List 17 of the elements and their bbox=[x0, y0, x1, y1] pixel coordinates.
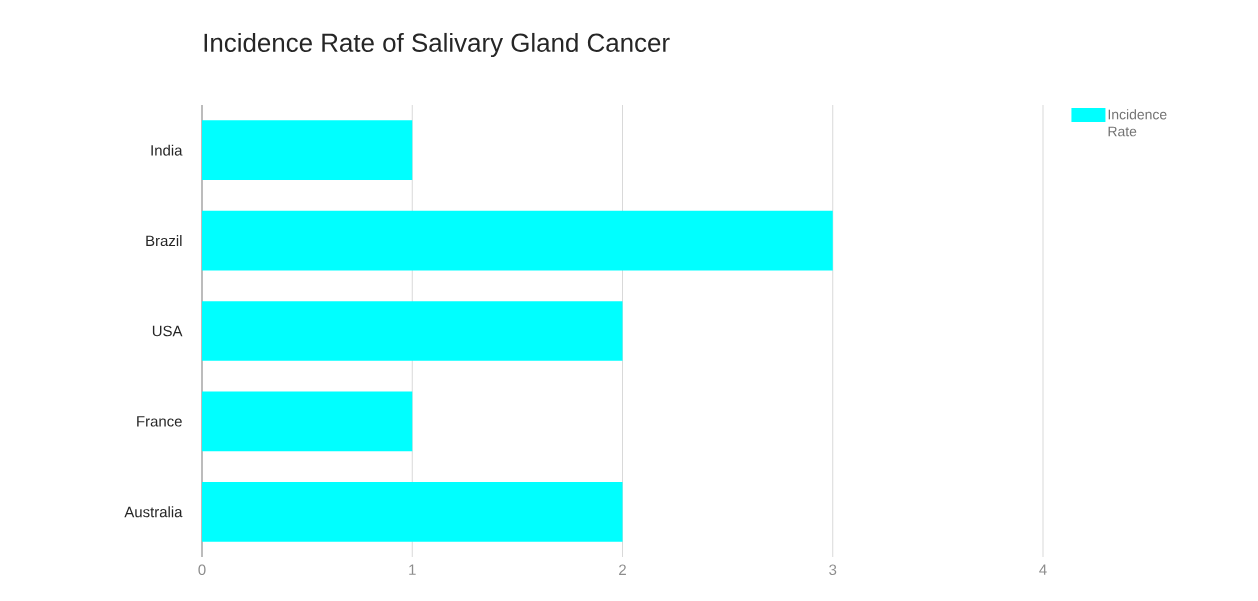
y-tick-label: France bbox=[137, 416, 182, 427]
x-tick-label: 2 bbox=[619, 564, 626, 575]
legend-label: Incidence Rate bbox=[1108, 109, 1167, 137]
x-tick-label: 0 bbox=[198, 564, 206, 576]
x-tick-label: 3 bbox=[829, 564, 837, 576]
chart-title: Incidence Rate of Salivary Gland Cancer bbox=[204, 32, 670, 58]
y-tick-label: USA bbox=[152, 325, 183, 337]
bar bbox=[202, 481, 623, 542]
y-tick-label: India bbox=[151, 144, 183, 156]
x-tick-label: 1 bbox=[409, 564, 416, 575]
y-tick-label: Brazil bbox=[146, 235, 182, 247]
bar bbox=[202, 120, 413, 181]
bar bbox=[202, 301, 623, 361]
bar bbox=[202, 391, 413, 452]
y-tick-label: Australia bbox=[124, 506, 183, 518]
x-tick-label: 4 bbox=[1039, 564, 1047, 575]
bar bbox=[202, 210, 833, 271]
